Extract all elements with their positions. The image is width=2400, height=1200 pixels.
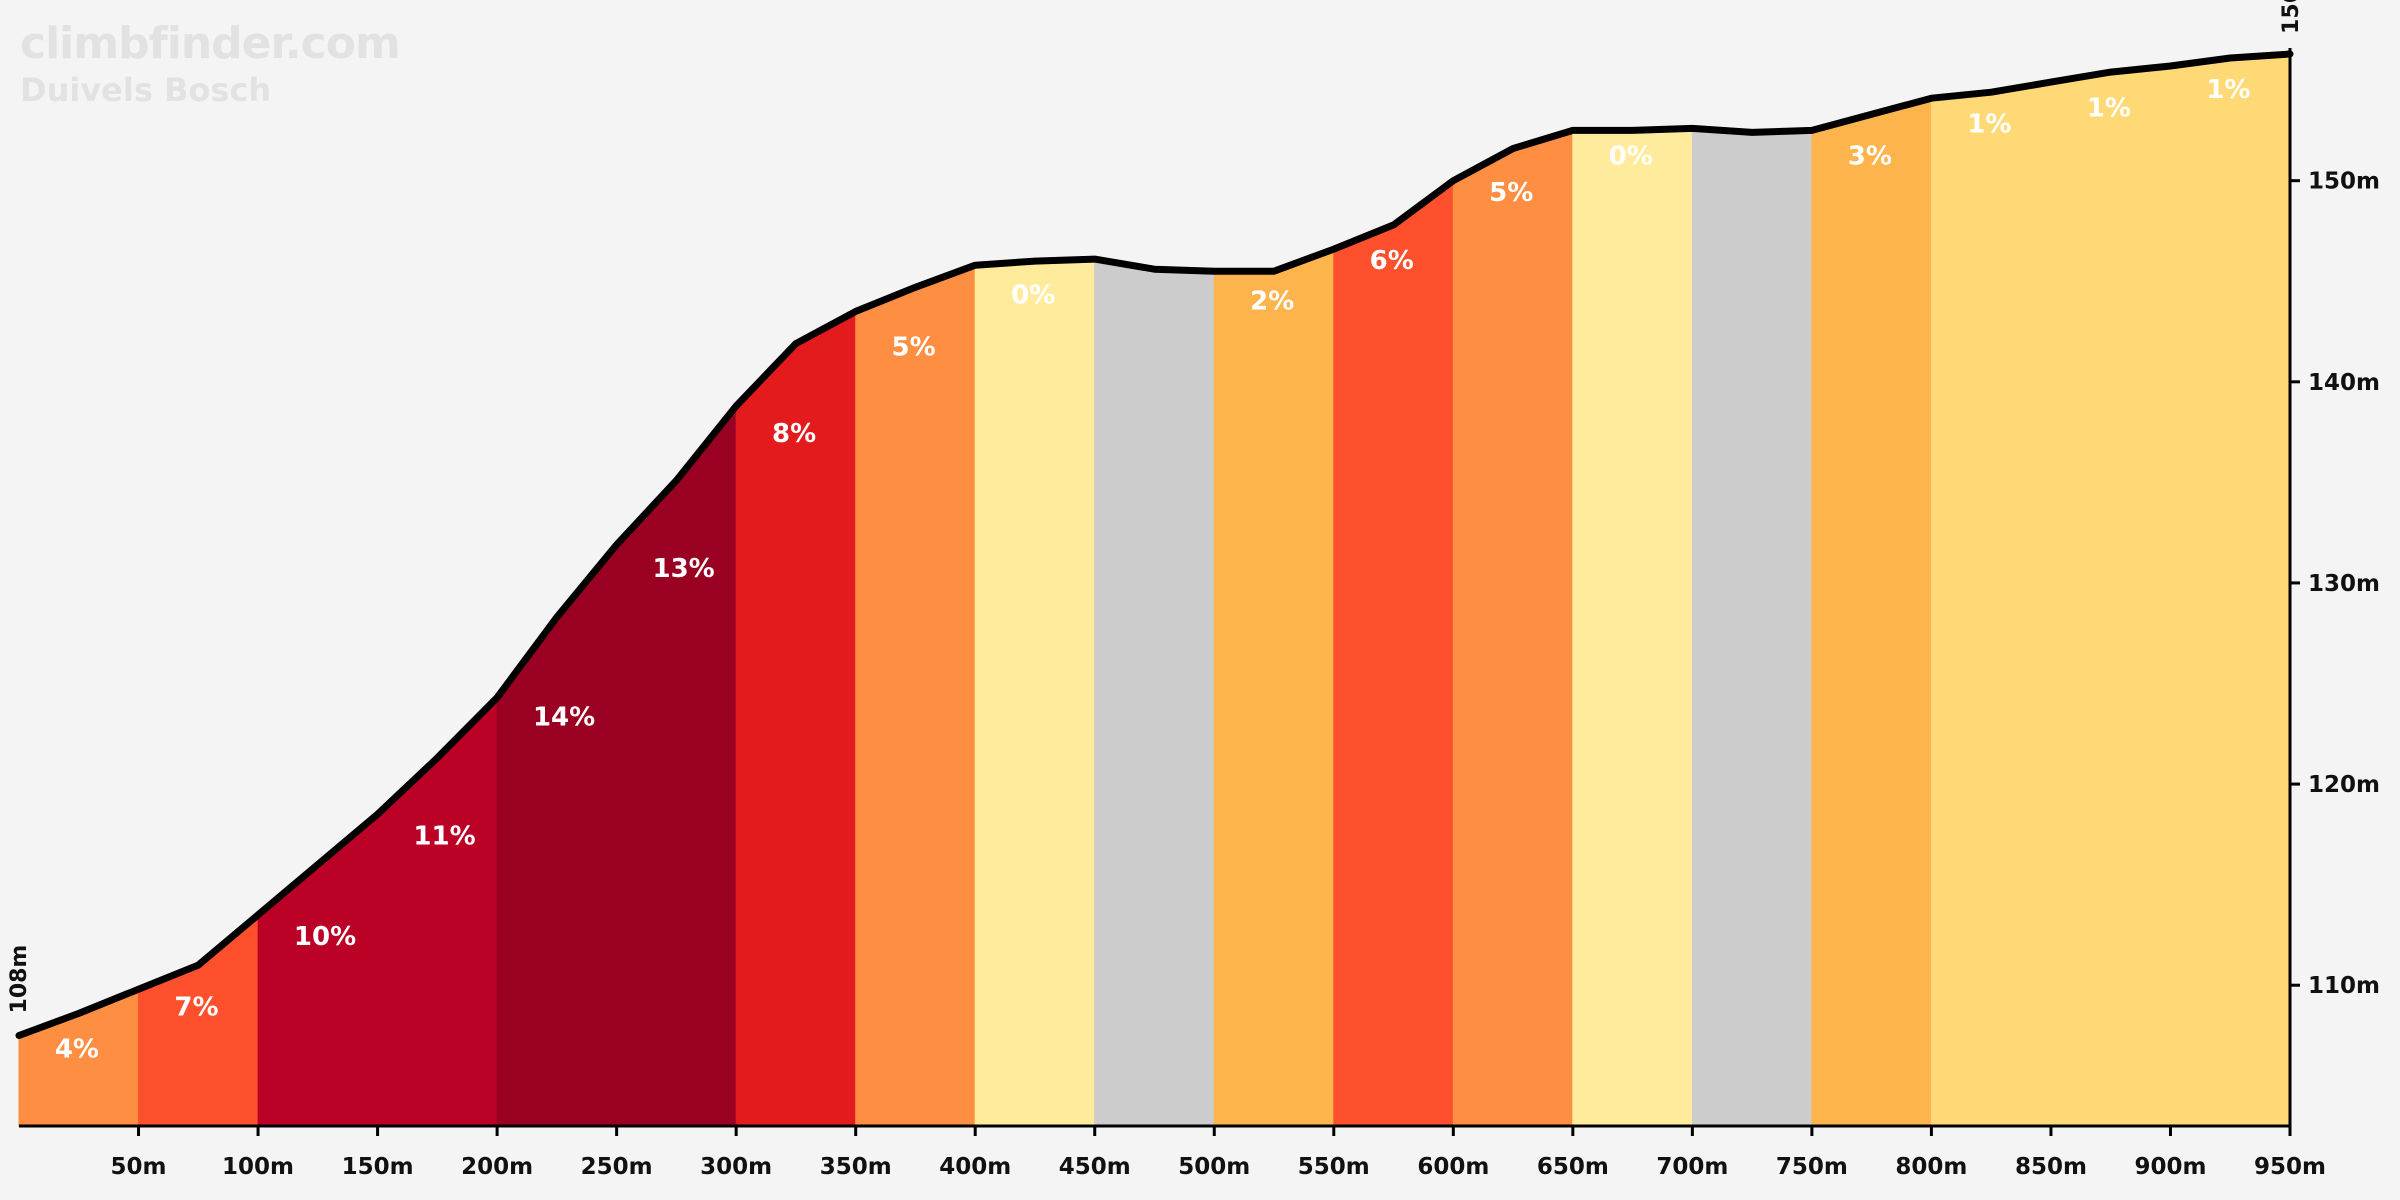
grade-label: 0% xyxy=(1011,280,1055,310)
grade-label: 7% xyxy=(174,992,218,1022)
grade-label: 1% xyxy=(1967,109,2011,139)
grade-label: 1% xyxy=(2087,93,2131,123)
x-tick-label: 350m xyxy=(820,1154,892,1180)
grade-label: 11% xyxy=(413,821,475,851)
grade-label: 13% xyxy=(652,554,714,584)
x-tick-label: 300m xyxy=(700,1154,772,1180)
grade-label: 5% xyxy=(892,333,936,363)
grade-segment-12 xyxy=(1691,127,1813,1127)
x-tick-label: 600m xyxy=(1417,1154,1489,1180)
climb-name: Duivels Bosch xyxy=(20,71,272,109)
grade-segment-8 xyxy=(1213,248,1335,1127)
x-tick-label: 550m xyxy=(1298,1154,1370,1180)
y-tick-label: 120m xyxy=(2308,772,2380,798)
x-tick-label: 200m xyxy=(461,1154,533,1180)
x-tick-label: 400m xyxy=(939,1154,1011,1180)
x-tick-label: 900m xyxy=(2134,1154,2206,1180)
grade-label: 5% xyxy=(1489,178,1533,208)
end-elevation-label: 156m xyxy=(2279,0,2304,34)
grade-label: 6% xyxy=(1370,246,1414,276)
grade-segment-13 xyxy=(1811,97,1932,1127)
x-tick-label: 450m xyxy=(1059,1154,1131,1180)
x-tick-label: 850m xyxy=(2015,1154,2087,1180)
x-tick-label: 800m xyxy=(1895,1154,1967,1180)
y-tick-label: 140m xyxy=(2308,370,2380,396)
grade-segment-9 xyxy=(1333,179,1454,1127)
grade-label: 14% xyxy=(533,703,595,733)
brand-watermark: climbfinder.com Duivels Bosch xyxy=(20,18,401,109)
grade-label: 0% xyxy=(1609,142,1653,172)
grade-segment-14 xyxy=(1930,53,2291,1127)
y-tick-label: 130m xyxy=(2308,571,2380,597)
y-tick-label: 110m xyxy=(2308,973,2380,999)
start-elevation-label: 108m xyxy=(7,945,32,1014)
x-tick-label: 750m xyxy=(1776,1154,1848,1180)
x-tick-label: 250m xyxy=(581,1154,653,1180)
grade-segment-5 xyxy=(855,264,976,1127)
x-tick-label: 100m xyxy=(222,1154,294,1180)
grade-label: 10% xyxy=(294,922,356,952)
grade-segment-10 xyxy=(1452,129,1574,1127)
grade-segment-2 xyxy=(257,696,498,1127)
x-tick-label: 700m xyxy=(1656,1154,1728,1180)
grade-label: 3% xyxy=(1848,142,1892,172)
grade-segment-3 xyxy=(496,404,737,1127)
grade-segment-6 xyxy=(974,258,1096,1127)
grade-segment-7 xyxy=(1094,258,1215,1127)
x-tick-label: 500m xyxy=(1178,1154,1250,1180)
grade-label: 1% xyxy=(2206,75,2250,105)
x-tick-label: 50m xyxy=(111,1154,167,1180)
grade-label: 4% xyxy=(55,1035,99,1065)
y-tick-label: 150m xyxy=(2308,169,2380,195)
grade-segment-11 xyxy=(1572,127,1693,1127)
grade-label: 8% xyxy=(772,419,816,449)
x-tick-label: 650m xyxy=(1537,1154,1609,1180)
elevation-profile-line xyxy=(15,50,2294,1039)
site-name: climbfinder.com xyxy=(20,18,401,69)
x-tick-label: 150m xyxy=(342,1154,414,1180)
grade-label: 2% xyxy=(1250,286,1294,316)
x-tick-label: 950m xyxy=(2254,1154,2326,1180)
